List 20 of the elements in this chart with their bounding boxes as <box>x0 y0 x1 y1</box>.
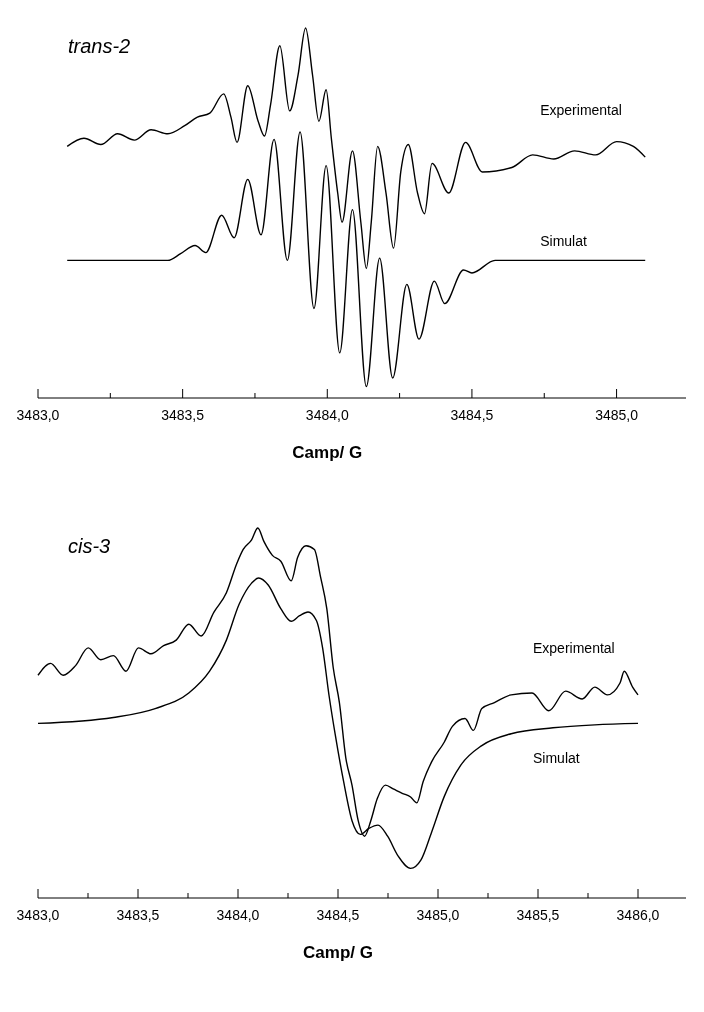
chart-title: cis-3 <box>68 535 111 557</box>
x-tick-label: 3484,0 <box>216 907 260 923</box>
x-axis-title: Camp/ G <box>292 443 363 462</box>
series-label: Experimental <box>540 102 622 119</box>
series-label: Experimental <box>533 639 615 656</box>
x-tick-label: 3483,5 <box>116 907 160 923</box>
x-tick-label: 3485,0 <box>595 407 639 423</box>
series-label: Simulat <box>533 750 580 767</box>
x-tick-label: 3484,5 <box>450 407 494 423</box>
x-tick-label: 3483,5 <box>161 407 205 423</box>
chart-title: trans-2 <box>68 35 131 57</box>
x-tick-label: 3484,5 <box>316 907 360 923</box>
x-tick-label: 3483,0 <box>16 407 60 423</box>
series-label: Simulat <box>540 233 587 250</box>
x-tick-label: 3485,0 <box>416 907 460 923</box>
x-tick-label: 3485,5 <box>516 907 560 923</box>
x-tick-label: 3484,0 <box>305 407 349 423</box>
x-axis-title: Camp/ G <box>303 943 373 962</box>
x-tick-label: 3483,0 <box>16 907 60 923</box>
x-tick-label: 3486,0 <box>616 907 660 923</box>
